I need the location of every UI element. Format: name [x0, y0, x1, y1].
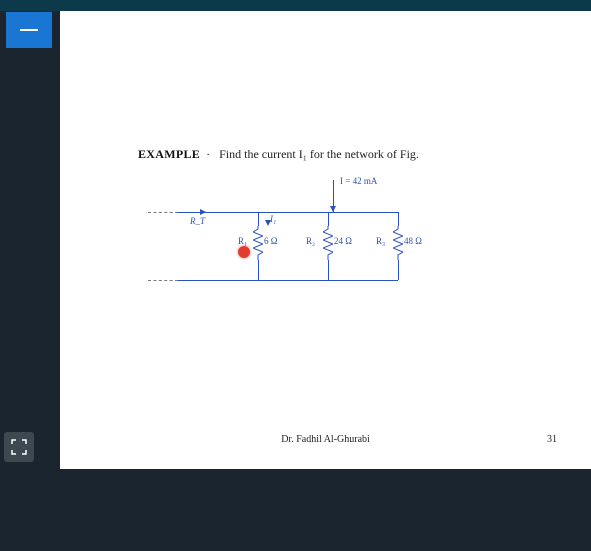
example-prompt: Find the current I₁ for the network of F…: [219, 147, 419, 161]
r3-name: R₃: [376, 236, 385, 246]
wire: [328, 260, 329, 280]
menu-icon: [20, 29, 38, 31]
page-number: 31: [547, 434, 557, 445]
wire: [398, 212, 399, 226]
wire: [398, 260, 399, 280]
wire: [178, 212, 258, 213]
circuit-diagram: R_T I = 42 mA I₁ R₁ 6 Ω R₂ 24: [178, 190, 438, 310]
wire: [258, 212, 259, 226]
dashed-wire-bottom: [148, 280, 178, 281]
resistor-r1: [253, 226, 263, 260]
r2-value: 24 Ω: [334, 236, 352, 246]
r3-value: 48 Ω: [404, 236, 422, 246]
fullscreen-button[interactable]: [4, 432, 34, 462]
resistor-r3: [393, 226, 403, 260]
example-line: EXAMPLE · Find the current I₁ for the ne…: [138, 147, 538, 162]
source-label: I = 42 mA: [340, 176, 377, 186]
menu-button[interactable]: [6, 12, 52, 48]
r1-value: 6 Ω: [264, 236, 277, 246]
laser-pointer: [238, 246, 250, 258]
wire: [178, 280, 398, 281]
slide-footer: Dr. Fadhil Al-Ghurabi: [60, 434, 591, 445]
r1-name: R₁: [238, 236, 247, 246]
resistor-r2: [323, 226, 333, 260]
r2-name: R₂: [306, 236, 315, 246]
slide-content: EXAMPLE · Find the current I₁ for the ne…: [138, 147, 538, 310]
slide-page: EXAMPLE · Find the current I₁ for the ne…: [60, 11, 591, 469]
wire: [328, 212, 329, 226]
arrow-rt: [200, 209, 206, 215]
wire: [258, 260, 259, 280]
fullscreen-icon: [11, 439, 27, 455]
viewer-topbar: [0, 0, 591, 11]
example-label: EXAMPLE: [138, 147, 200, 161]
rt-label: R_T: [190, 216, 205, 226]
i1-label: I₁: [270, 214, 276, 224]
dashed-wire-top: [148, 212, 178, 213]
